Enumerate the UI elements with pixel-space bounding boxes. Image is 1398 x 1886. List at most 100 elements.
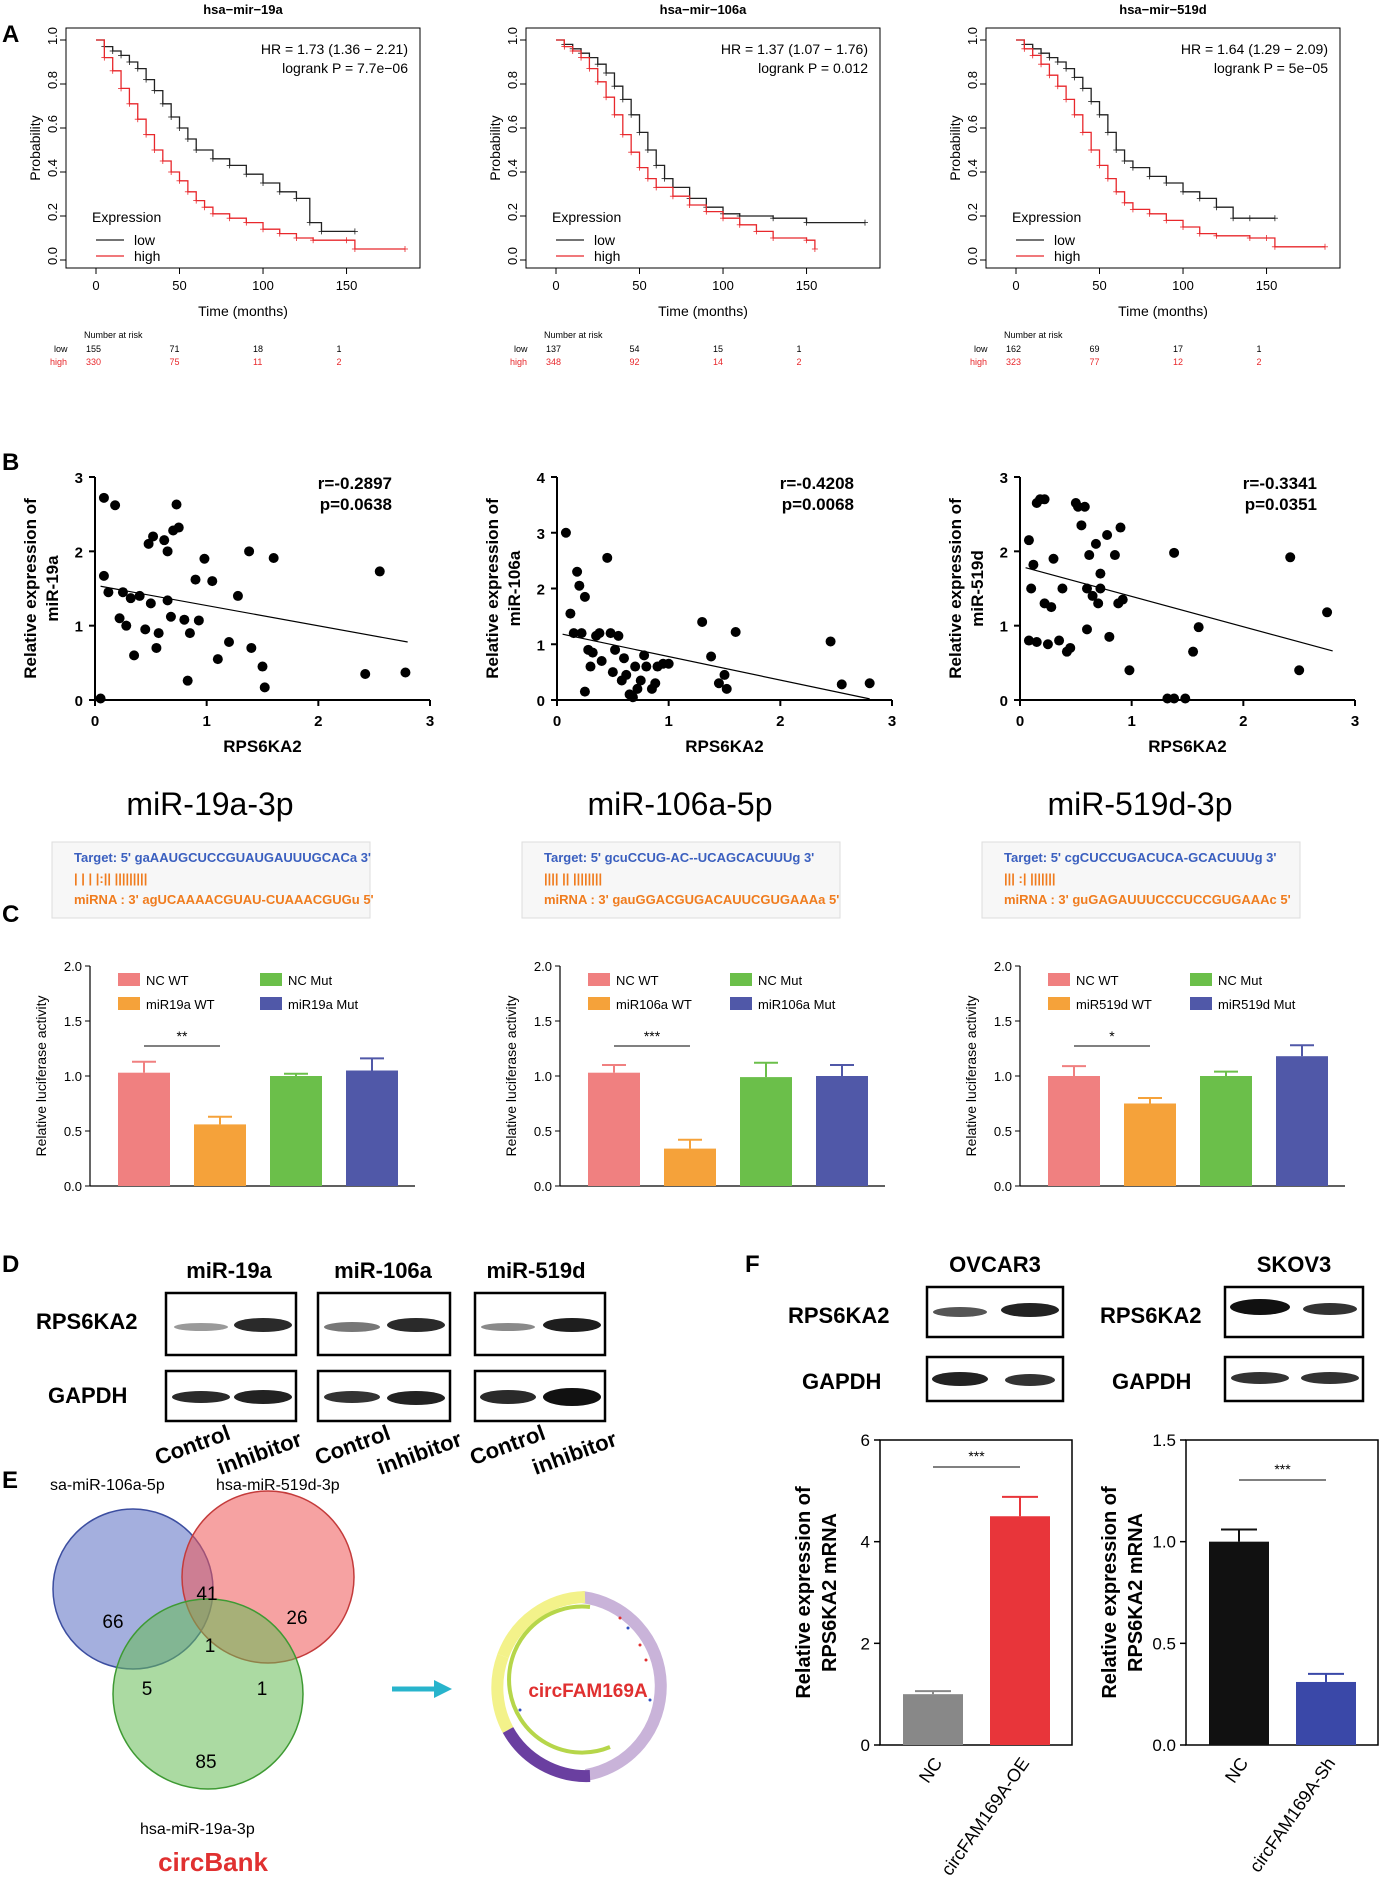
scatter-ylabel-1: Relative expression of	[483, 498, 502, 679]
scatter-ylabel-1: Relative expression of	[946, 498, 965, 679]
scatter-p-value: p=0.0068	[782, 495, 854, 514]
scatter-point	[1193, 622, 1204, 633]
km-ytick: 0.8	[45, 71, 60, 89]
scatter-xtick: 2	[776, 713, 784, 730]
venn-count-all: 1	[205, 1636, 216, 1657]
scatter-xtick: 0	[1016, 713, 1024, 730]
luc-legend-item: NC WT	[1076, 973, 1119, 988]
f-bar-ylabel-1: Relative expression of	[1099, 1486, 1121, 1699]
luc-ytick: 2.0	[64, 959, 82, 974]
f-bar	[903, 1694, 963, 1745]
scatter-point	[1084, 550, 1095, 561]
luc-legend-item: miR519d Mut	[1218, 997, 1296, 1012]
scatter-point	[374, 566, 385, 577]
km-logrank: logrank P = 7.7e−06	[282, 60, 408, 76]
alignment-mirna: miRNA : 3' guGAGAUUUCCCUCCGUGAAAc 5'	[1004, 892, 1291, 907]
scatter-point	[232, 590, 243, 601]
blot-d-header-2: miR-106a	[334, 1258, 433, 1283]
scatter-ytick: 1	[75, 619, 83, 636]
f-bar-ytick: 1.0	[1152, 1533, 1176, 1552]
km-ytick: 0.4	[45, 159, 60, 177]
scatter-point	[1082, 583, 1092, 594]
km-risk-low-value: 18	[253, 344, 263, 354]
scatter-point	[1285, 552, 1296, 563]
f-bar-significance: ***	[968, 1448, 985, 1464]
scatter-ytick: 4	[537, 470, 546, 487]
km-risk-high-value: 77	[1090, 357, 1100, 367]
scatter-point	[143, 538, 154, 549]
scatter-regression-line	[100, 585, 408, 643]
scatter-point	[621, 669, 632, 680]
km-risk-low-value: 69	[1090, 344, 1100, 354]
km-risk-high-value: 11	[253, 357, 262, 367]
scatter-point	[619, 653, 629, 664]
blot-f-cell-ovcar3: OVCAR3	[949, 1252, 1041, 1277]
km-xtick: 100	[252, 278, 274, 293]
luc-legend-item: NC Mut	[1218, 973, 1262, 988]
km-risk-high-label: high	[50, 357, 67, 367]
scatter-point	[182, 675, 193, 686]
scatter-point	[257, 661, 268, 672]
f-bar-ytick: 1.5	[1152, 1431, 1176, 1450]
luc-legend-item: NC WT	[146, 973, 189, 988]
blot-f-row-rps6ka2-1: RPS6KA2	[788, 1303, 889, 1328]
km-ytick: 0.6	[505, 115, 520, 133]
km-legend-low: low	[134, 232, 156, 248]
scatter-point	[114, 613, 125, 624]
scatter-point	[613, 630, 624, 641]
scatter-point	[1023, 635, 1034, 646]
km-xlabel: Time (months)	[658, 303, 748, 319]
scatter-point	[587, 647, 598, 658]
scatter-point	[129, 650, 140, 661]
km-ytick: 1.0	[505, 27, 520, 45]
scatter-point	[1180, 693, 1191, 704]
scatter-ytick: 3	[75, 470, 83, 487]
scatter-point	[224, 637, 234, 648]
luc-ytick: 1.5	[994, 1014, 1012, 1029]
mirna-title: miR-106a-5p	[588, 786, 773, 822]
scatter-point	[148, 531, 159, 542]
scatter-point	[663, 658, 674, 669]
luc-ytick: 0.5	[64, 1124, 82, 1139]
f-bar-significance: ***	[1274, 1461, 1291, 1477]
venn-count-106a-19a: 5	[142, 1679, 153, 1700]
luc-significance: **	[177, 1028, 188, 1044]
luc-ytick: 2.0	[994, 959, 1012, 974]
km-risk-low-value: 71	[170, 344, 180, 354]
km-legend-title: Expression	[92, 209, 161, 225]
km-ytick: 0.6	[45, 115, 60, 133]
scatter-point	[179, 614, 190, 625]
scatter-point	[162, 546, 173, 557]
km-frame	[65, 27, 421, 269]
scatter-xtick: 3	[888, 713, 896, 730]
scatter-plot-2: 0 1 2 3 4 0 1 2 3 RPS6KA2 Relative expression of mi…	[483, 470, 896, 756]
mirna-title: miR-19a-3p	[126, 786, 293, 822]
scatter-point	[1093, 598, 1104, 609]
scatter-point	[145, 598, 156, 609]
km-ytick: 0.2	[505, 203, 520, 221]
alignment-target: Target: 5' gaAAUGCUCCGUAUGAUUUGCACa 3'	[74, 850, 371, 865]
scatter-point	[268, 553, 279, 564]
f-bar-category: circFAM169A-Sh	[1245, 1754, 1339, 1876]
scatter-r-value: r=-0.2897	[318, 474, 392, 493]
scatter-point	[140, 624, 151, 635]
km-curve-low	[1016, 39, 1275, 219]
scatter-ylabel-2: miR-106a	[505, 550, 524, 626]
panel-label-f: F	[745, 1251, 760, 1278]
scatter-point	[360, 668, 371, 679]
scatter-point	[1115, 522, 1126, 533]
panel-label-e: E	[2, 1467, 18, 1494]
km-xtick: 150	[796, 278, 818, 293]
km-xtick: 0	[92, 278, 99, 293]
scatter-xtick: 1	[202, 713, 210, 730]
km-xtick: 50	[172, 278, 186, 293]
blot-d-header-1: miR-19a	[186, 1258, 272, 1283]
scatter-point	[596, 655, 607, 666]
scatter-point	[574, 580, 585, 591]
venn-count-only-19a: 85	[195, 1752, 216, 1773]
scatter-point	[173, 522, 184, 533]
scatter-point	[1054, 635, 1065, 646]
km-xlabel: Time (months)	[198, 303, 288, 319]
luc-ytick: 1.5	[534, 1014, 552, 1029]
scatter-point	[1031, 637, 1042, 648]
